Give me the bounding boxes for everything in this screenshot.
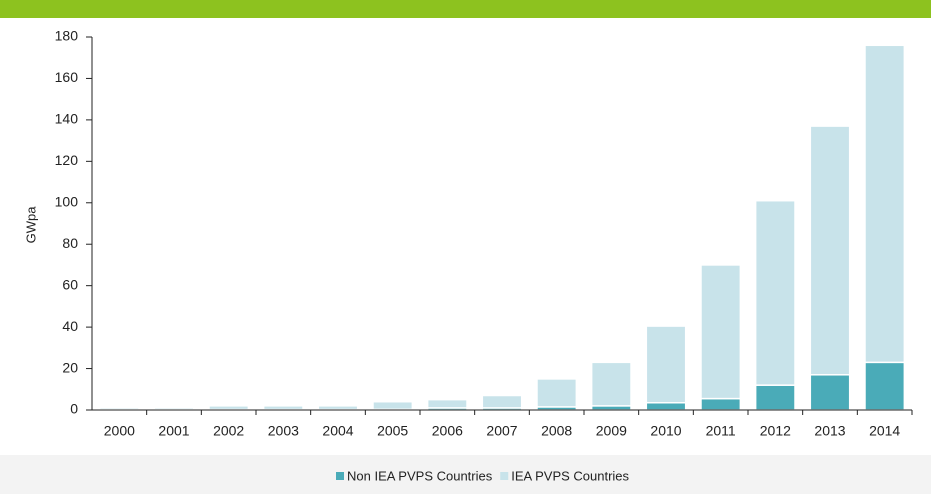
header-band: [0, 0, 931, 18]
bar-segment: [754, 199, 796, 386]
y-tick-label: 60: [62, 276, 78, 292]
x-tick-label: 2014: [869, 423, 900, 439]
y-tick-label: 40: [62, 318, 78, 334]
bar-segment: [208, 405, 250, 411]
bar-segment: [809, 125, 851, 376]
x-tick-label: 2009: [596, 423, 627, 439]
y-tick-label: 80: [62, 235, 78, 251]
y-axis-label: GWpa: [23, 206, 38, 244]
y-tick-label: 100: [55, 193, 79, 209]
x-tick-label: 2006: [432, 423, 463, 439]
bar-segment: [754, 384, 796, 411]
bar-segment: [372, 400, 414, 411]
bar-segment: [590, 361, 632, 407]
y-tick-label: 140: [55, 111, 79, 127]
x-tick-label: 2002: [213, 423, 244, 439]
bar-segment: [809, 374, 851, 411]
bar-segment: [700, 397, 742, 411]
x-tick-label: 2012: [760, 423, 791, 439]
bar-segment: [317, 405, 359, 411]
bar-segment: [700, 264, 742, 400]
x-tick-label: 2007: [486, 423, 517, 439]
bar-segment: [262, 405, 304, 411]
legend-swatch: [336, 472, 344, 480]
legend-label: Non IEA PVPS Countries: [347, 468, 493, 483]
bar-segment: [536, 378, 578, 408]
y-tick-label: 120: [55, 152, 79, 168]
bar-segment: [864, 361, 906, 411]
y-tick-label: 160: [55, 69, 79, 85]
x-tick-label: 2005: [377, 423, 408, 439]
x-tick-label: 2003: [268, 423, 299, 439]
x-tick-label: 2008: [541, 423, 572, 439]
y-tick-label: 0: [70, 401, 78, 417]
y-tick-label: 20: [62, 359, 78, 375]
x-tick-label: 2013: [814, 423, 845, 439]
y-tick-label: 180: [55, 28, 79, 44]
x-tick-label: 2001: [158, 423, 189, 439]
x-tick-label: 2010: [650, 423, 681, 439]
bar-segment: [481, 394, 523, 409]
bar-segment: [864, 44, 906, 364]
bar-segment: [645, 325, 687, 404]
legend-swatch: [500, 472, 509, 480]
x-tick-label: 2004: [322, 423, 353, 439]
x-tick-label: 2011: [706, 423, 736, 439]
legend-background: [0, 455, 931, 494]
bar-segment: [645, 401, 687, 411]
bar-segment: [426, 398, 468, 409]
legend-label: IEA PVPS Countries: [511, 468, 629, 483]
x-tick-label: 2000: [104, 423, 135, 439]
